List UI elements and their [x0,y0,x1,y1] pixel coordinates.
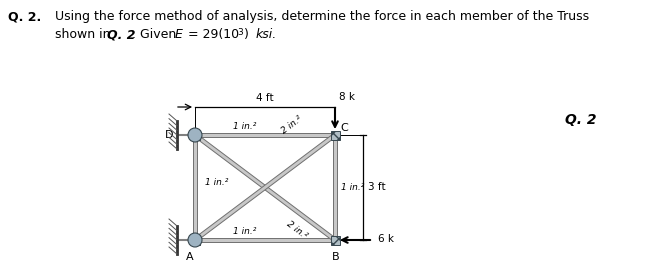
Text: B: B [332,252,340,262]
Text: 1 in.²: 1 in.² [233,227,257,236]
Text: shown in: shown in [55,28,114,41]
Bar [191,235,199,244]
Text: 3: 3 [237,28,243,37]
Circle shape [188,128,202,142]
Text: . Given: . Given [132,28,180,41]
Text: D: D [164,130,173,140]
Polygon shape [333,135,337,240]
Bar [330,131,339,139]
Text: 3 ft: 3 ft [368,183,386,192]
Polygon shape [194,133,336,241]
Text: ksi.: ksi. [256,28,277,41]
Text: Using the force method of analysis, determine the force in each member of the Tr: Using the force method of analysis, dete… [55,10,589,23]
Polygon shape [193,135,197,240]
Text: 6 k: 6 k [378,234,394,244]
Text: = 29(10: = 29(10 [184,28,239,41]
Text: C: C [340,123,348,133]
Circle shape [188,233,202,247]
Text: ): ) [244,28,253,41]
Text: Q. 2: Q. 2 [565,113,596,127]
Text: 2 in.²: 2 in.² [280,114,304,136]
Text: Q. 2: Q. 2 [107,28,136,41]
Text: 8 k: 8 k [339,92,355,102]
Text: 1 in.²: 1 in.² [205,178,228,187]
Text: 2 in.²: 2 in.² [285,219,309,241]
Polygon shape [195,133,335,137]
Bar [191,131,199,139]
Polygon shape [195,238,335,242]
Text: E: E [175,28,183,41]
Text: 1 in.²: 1 in.² [341,183,364,192]
Text: 4 ft: 4 ft [256,93,274,103]
Polygon shape [194,133,336,241]
Bar [330,235,339,244]
Text: 1 in.²: 1 in.² [233,122,257,131]
Text: A: A [186,252,194,262]
Text: Q. 2.: Q. 2. [8,10,42,23]
